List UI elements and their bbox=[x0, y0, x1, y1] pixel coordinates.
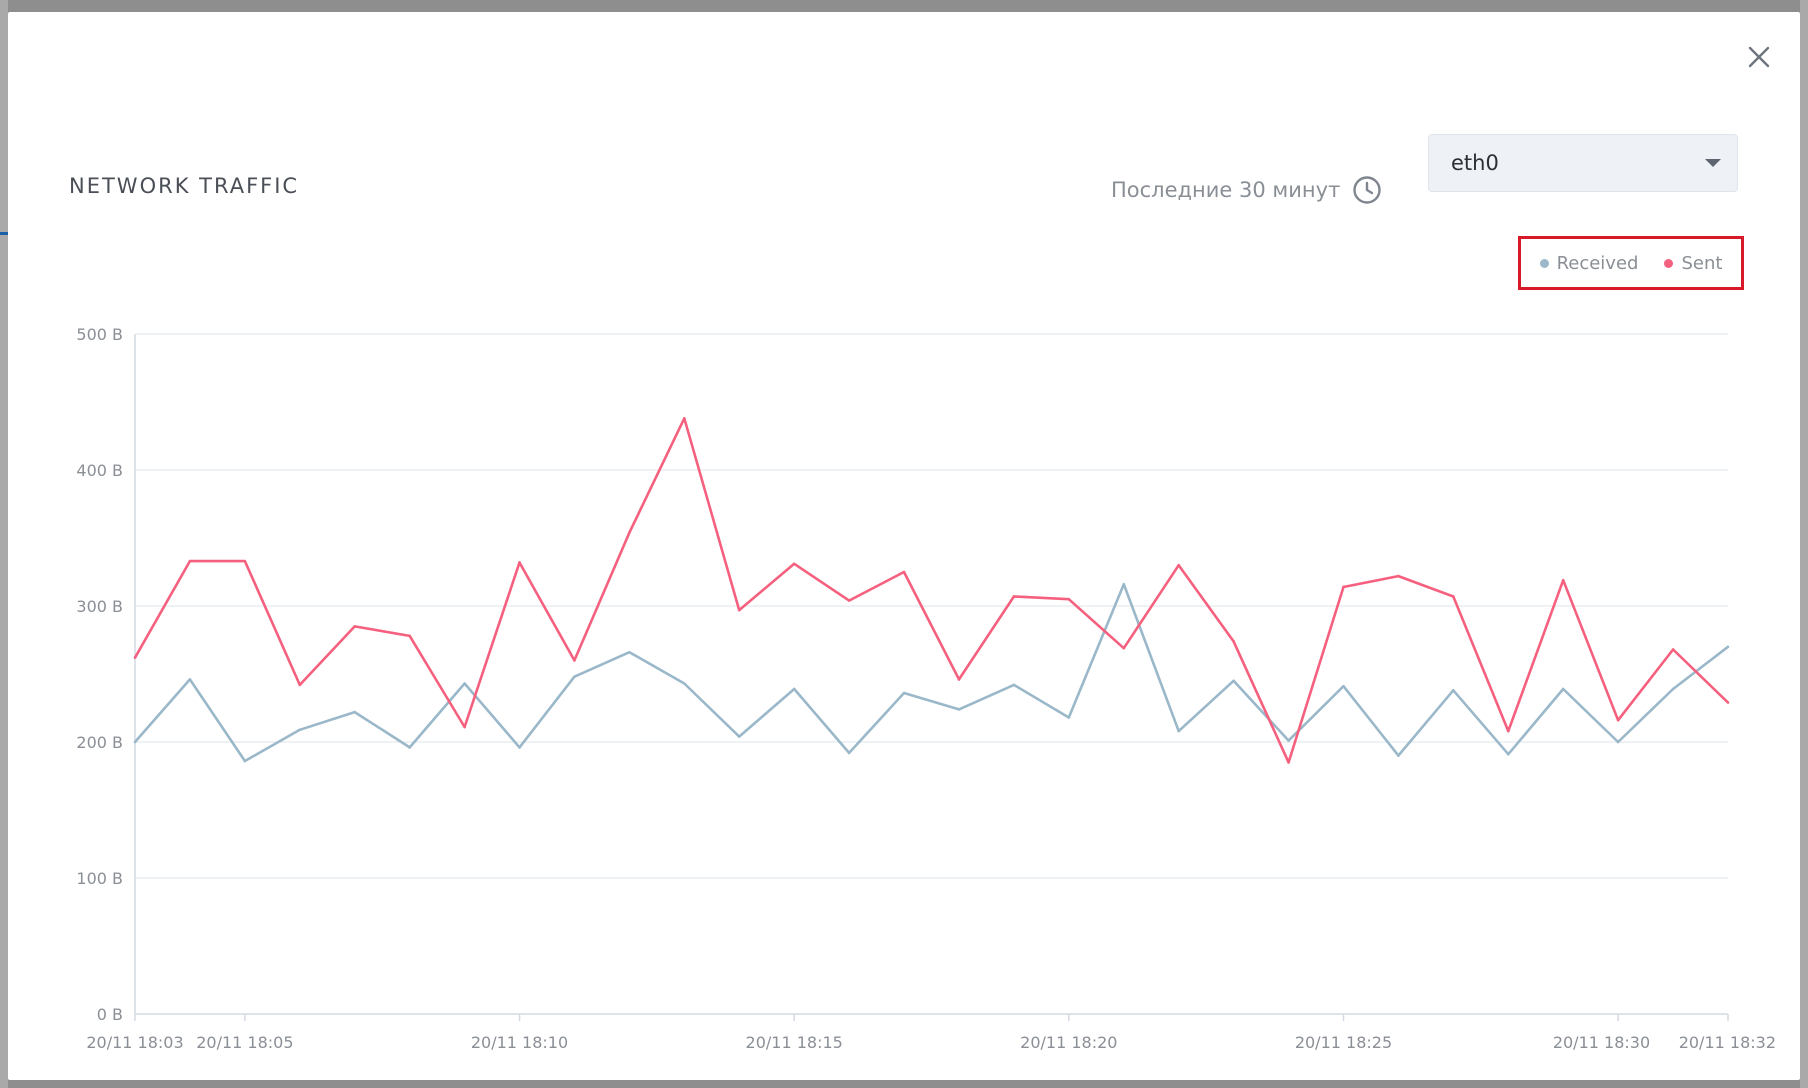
data-point-received bbox=[1671, 687, 1675, 691]
data-point-sent bbox=[1067, 597, 1071, 601]
chevron-down-icon bbox=[1705, 159, 1721, 167]
data-point-received bbox=[1177, 729, 1180, 733]
data-point-sent bbox=[1122, 646, 1126, 650]
traffic-chart: 0 B 100 B 200 B 300 B 400 B 500 B 20/11 18:03 2… bbox=[76, 325, 1776, 1052]
data-point-sent bbox=[408, 634, 411, 638]
data-point-received bbox=[1561, 687, 1565, 691]
series-line-sent bbox=[133, 416, 1729, 764]
data-point-received bbox=[1012, 683, 1016, 687]
data-point-received bbox=[1067, 716, 1071, 719]
data-point-received bbox=[1287, 739, 1290, 742]
data-point-received bbox=[1232, 679, 1235, 683]
y-tick-label: 400 B bbox=[76, 461, 123, 480]
data-point-received bbox=[518, 746, 521, 749]
data-point-received bbox=[353, 710, 357, 714]
interface-select[interactable]: eth0 bbox=[1428, 134, 1738, 192]
interface-select-value: eth0 bbox=[1451, 151, 1499, 175]
data-point-received bbox=[957, 708, 961, 711]
data-point-sent bbox=[1561, 578, 1565, 582]
x-tick-label: 20/11 18:10 bbox=[471, 1033, 568, 1052]
data-point-sent bbox=[847, 599, 851, 602]
data-point-sent bbox=[1671, 648, 1675, 651]
time-range-button[interactable]: Последние 30 минут bbox=[1111, 172, 1382, 208]
data-point-sent bbox=[902, 570, 906, 574]
x-tick-label: 20/11 18:32 bbox=[1679, 1033, 1776, 1052]
data-point-sent bbox=[628, 531, 631, 534]
y-tick-label: 100 B bbox=[76, 869, 123, 888]
data-point-sent bbox=[298, 683, 302, 687]
legend-dot-sent bbox=[1664, 258, 1674, 268]
data-point-received bbox=[847, 751, 851, 755]
data-point-sent bbox=[1726, 701, 1730, 704]
data-point-received bbox=[1397, 754, 1400, 757]
data-point-sent bbox=[1616, 718, 1620, 722]
data-point-sent bbox=[1506, 729, 1510, 733]
data-point-received bbox=[133, 740, 137, 744]
close-icon bbox=[1748, 46, 1770, 68]
data-point-sent bbox=[737, 608, 741, 612]
legend-label-sent: Sent bbox=[1681, 252, 1723, 274]
data-point-received bbox=[188, 678, 192, 681]
data-point-received bbox=[737, 735, 741, 738]
x-tick-label: 20/11 18:15 bbox=[746, 1033, 843, 1052]
y-tick-label: 500 B bbox=[76, 325, 123, 344]
data-point-sent bbox=[1012, 595, 1016, 598]
x-tick-label: 20/11 18:05 bbox=[196, 1033, 293, 1052]
legend-label-received: Received bbox=[1556, 252, 1639, 274]
background-panel bbox=[1800, 0, 1808, 1088]
data-point-sent bbox=[573, 659, 576, 662]
data-point-sent bbox=[1397, 574, 1400, 578]
data-point-received bbox=[463, 682, 466, 685]
x-tick-label: 20/11 18:25 bbox=[1295, 1033, 1392, 1052]
data-point-sent bbox=[1342, 585, 1345, 589]
page-title: NETWORK TRAFFIC bbox=[69, 174, 300, 198]
data-point-sent bbox=[1287, 761, 1290, 764]
data-point-received bbox=[902, 691, 906, 695]
data-point-received bbox=[1616, 740, 1620, 744]
data-point-received bbox=[408, 746, 411, 749]
data-point-sent bbox=[353, 625, 357, 628]
y-tick-label: 300 B bbox=[76, 597, 123, 616]
legend-dot-received bbox=[1539, 258, 1549, 268]
data-point-received bbox=[1342, 684, 1345, 688]
chart-legend: Received Sent bbox=[1518, 236, 1744, 290]
data-point-received bbox=[683, 682, 686, 685]
clock-icon bbox=[1353, 176, 1382, 204]
data-point-sent bbox=[188, 559, 192, 563]
data-point-received bbox=[1452, 689, 1455, 692]
data-point-sent bbox=[133, 656, 137, 659]
x-tick-label: 20/11 18:03 bbox=[86, 1033, 183, 1052]
background-panel bbox=[0, 0, 8, 1088]
data-point-received bbox=[628, 650, 631, 654]
data-point-sent bbox=[1232, 640, 1235, 643]
legend-item-sent[interactable]: Sent bbox=[1664, 253, 1722, 274]
data-point-sent bbox=[792, 562, 796, 566]
data-point-sent bbox=[243, 559, 247, 563]
data-point-sent bbox=[463, 725, 466, 729]
network-traffic-modal: NETWORK TRAFFIC Последние 30 минут eth0 … bbox=[8, 12, 1800, 1080]
series-line-received bbox=[134, 582, 1729, 763]
data-point-received bbox=[573, 675, 576, 679]
data-point-sent bbox=[683, 417, 686, 420]
data-point-received bbox=[1726, 645, 1730, 649]
time-range-label: Последние 30 минут bbox=[1111, 178, 1341, 202]
y-tick-label: 200 B bbox=[76, 733, 123, 752]
legend-item-received[interactable]: Received bbox=[1539, 252, 1639, 274]
x-tick-label: 20/11 18:30 bbox=[1553, 1033, 1650, 1052]
close-button[interactable] bbox=[1736, 34, 1782, 80]
data-point-sent bbox=[1452, 595, 1455, 598]
data-point-received bbox=[298, 728, 302, 732]
data-point-received bbox=[1506, 752, 1510, 756]
x-tick-label: 20/11 18:20 bbox=[1020, 1033, 1117, 1052]
data-point-received bbox=[792, 687, 796, 691]
data-point-sent bbox=[518, 561, 521, 564]
data-point-sent bbox=[957, 678, 961, 681]
y-tick-label: 0 B bbox=[97, 1005, 123, 1024]
background-accent-line bbox=[0, 232, 8, 235]
data-point-received bbox=[1122, 582, 1126, 586]
data-point-sent bbox=[1177, 563, 1180, 567]
data-point-received bbox=[243, 759, 247, 763]
